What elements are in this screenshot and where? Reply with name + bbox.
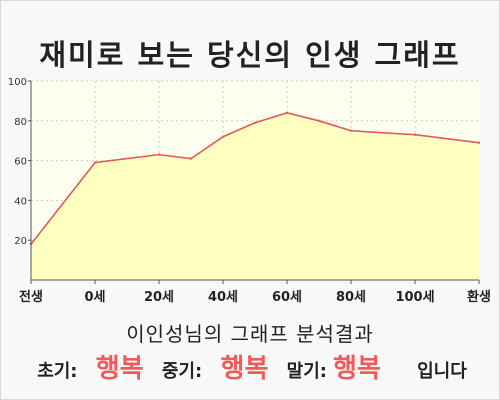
data-point xyxy=(221,135,225,138)
x-tick-label: 전생 xyxy=(19,289,43,305)
result-ending: 입니다 xyxy=(417,361,467,382)
y-tick-label: 80 xyxy=(14,117,27,128)
area-fill xyxy=(31,112,479,280)
early-value: 행복 xyxy=(95,354,144,384)
mid-label: 중기: xyxy=(161,361,203,382)
x-tick-label: 20세 xyxy=(144,290,174,305)
y-tick-label: 40 xyxy=(14,196,27,207)
data-point xyxy=(413,133,417,136)
data-point xyxy=(317,119,321,123)
data-point xyxy=(477,141,481,144)
data-point xyxy=(157,153,161,156)
data-point xyxy=(189,157,193,160)
x-tick-label: 40세 xyxy=(208,290,238,305)
data-point xyxy=(285,111,289,115)
early-label: 초기: xyxy=(37,361,78,382)
x-tick-label: 0세 xyxy=(84,290,105,305)
x-tick-label: 80세 xyxy=(336,290,366,305)
mid-value: 행복 xyxy=(220,354,269,384)
y-tick-label: 60 xyxy=(14,157,27,168)
page-title: 재미로 보는 당신의 인생 그래프 xyxy=(39,38,461,72)
data-point xyxy=(253,121,257,124)
result-summary: 초기: 행복 중기: 행복 말기: 행복 입니다 xyxy=(0,348,500,385)
result-title: 이인성님의 그래프 분석결과 xyxy=(126,322,374,346)
x-tick-label: 60세 xyxy=(272,290,302,305)
x-tick-label: 환생 xyxy=(467,289,491,305)
late-label: 말기: xyxy=(286,361,327,382)
y-tick-label: 100 xyxy=(8,77,27,88)
x-tick-label: 100세 xyxy=(395,290,434,305)
late-value: 행복 xyxy=(332,354,381,384)
data-point xyxy=(349,129,353,132)
data-point xyxy=(93,161,97,164)
y-tick-label: 20 xyxy=(14,236,27,247)
